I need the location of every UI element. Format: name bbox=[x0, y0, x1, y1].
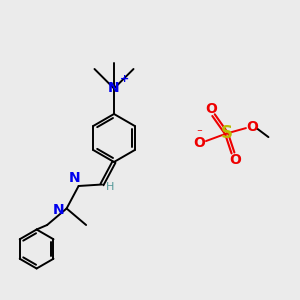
Text: N: N bbox=[52, 203, 64, 217]
Text: O: O bbox=[246, 120, 258, 134]
Text: ⁻: ⁻ bbox=[196, 129, 202, 139]
Text: H: H bbox=[106, 182, 115, 192]
Text: N: N bbox=[69, 171, 80, 184]
Text: O: O bbox=[194, 136, 205, 151]
Text: N: N bbox=[108, 82, 120, 95]
Text: +: + bbox=[120, 74, 129, 85]
Text: S: S bbox=[220, 124, 232, 142]
Text: O: O bbox=[205, 102, 217, 116]
Text: O: O bbox=[230, 152, 241, 167]
